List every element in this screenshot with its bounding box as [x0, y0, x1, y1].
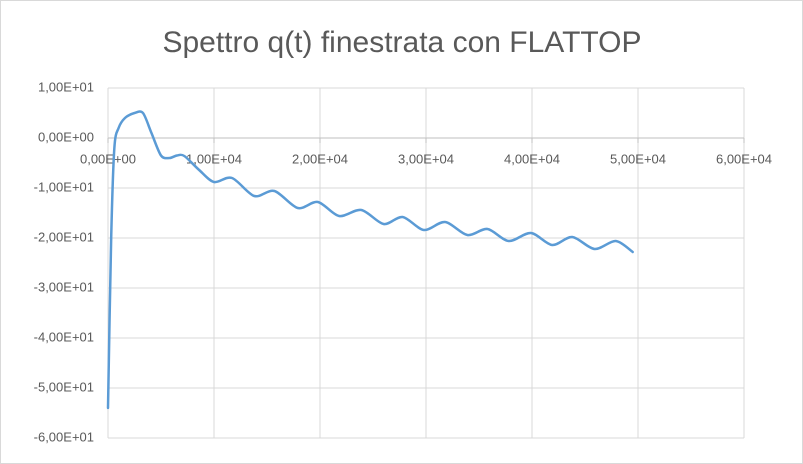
chart-title: Spettro q(t) finestrata con FLATTOP [162, 26, 641, 59]
x-tick-label: 6,00E+04 [716, 151, 772, 166]
y-tick-label: -3,00E+01 [34, 279, 94, 294]
y-tick-label: -6,00E+01 [34, 429, 94, 444]
x-tick-label: 5,00E+04 [610, 151, 666, 166]
x-tick-label: 3,00E+04 [398, 151, 454, 166]
x-tick-label: 2,00E+04 [292, 151, 348, 166]
x-tick-label: 1,00E+04 [186, 151, 242, 166]
y-tick-label: 1,00E+01 [38, 79, 94, 94]
y-tick-label: 0,00E+00 [38, 129, 94, 144]
y-tick-label: -2,00E+01 [34, 229, 94, 244]
y-tick-label: -1,00E+01 [34, 179, 94, 194]
data-line [106, 110, 634, 410]
x-tick-label: 0,00E+00 [80, 151, 136, 166]
y-tick-label: -5,00E+01 [34, 379, 94, 394]
x-tick-label: 4,00E+04 [504, 151, 560, 166]
y-tick-label: -4,00E+01 [34, 329, 94, 344]
